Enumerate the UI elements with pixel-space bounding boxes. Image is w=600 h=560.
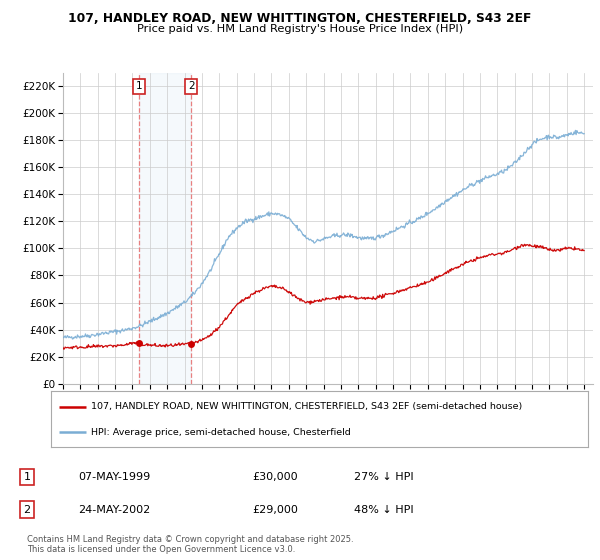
Text: Price paid vs. HM Land Registry's House Price Index (HPI): Price paid vs. HM Land Registry's House … [137,24,463,34]
Text: 107, HANDLEY ROAD, NEW WHITTINGTON, CHESTERFIELD, S43 2EF (semi-detached house): 107, HANDLEY ROAD, NEW WHITTINGTON, CHES… [91,402,523,411]
Text: £30,000: £30,000 [252,472,298,482]
Text: HPI: Average price, semi-detached house, Chesterfield: HPI: Average price, semi-detached house,… [91,428,351,437]
Text: 27% ↓ HPI: 27% ↓ HPI [354,472,413,482]
Text: 48% ↓ HPI: 48% ↓ HPI [354,505,413,515]
Text: 107, HANDLEY ROAD, NEW WHITTINGTON, CHESTERFIELD, S43 2EF: 107, HANDLEY ROAD, NEW WHITTINGTON, CHES… [68,12,532,25]
Text: Contains HM Land Registry data © Crown copyright and database right 2025.
This d: Contains HM Land Registry data © Crown c… [27,535,353,554]
Text: £29,000: £29,000 [252,505,298,515]
Text: 24-MAY-2002: 24-MAY-2002 [78,505,150,515]
Text: 2: 2 [23,505,31,515]
Text: 07-MAY-1999: 07-MAY-1999 [78,472,150,482]
Text: 1: 1 [136,81,142,91]
Bar [139,73,191,384]
Text: 1: 1 [23,472,31,482]
Text: 2: 2 [188,81,194,91]
